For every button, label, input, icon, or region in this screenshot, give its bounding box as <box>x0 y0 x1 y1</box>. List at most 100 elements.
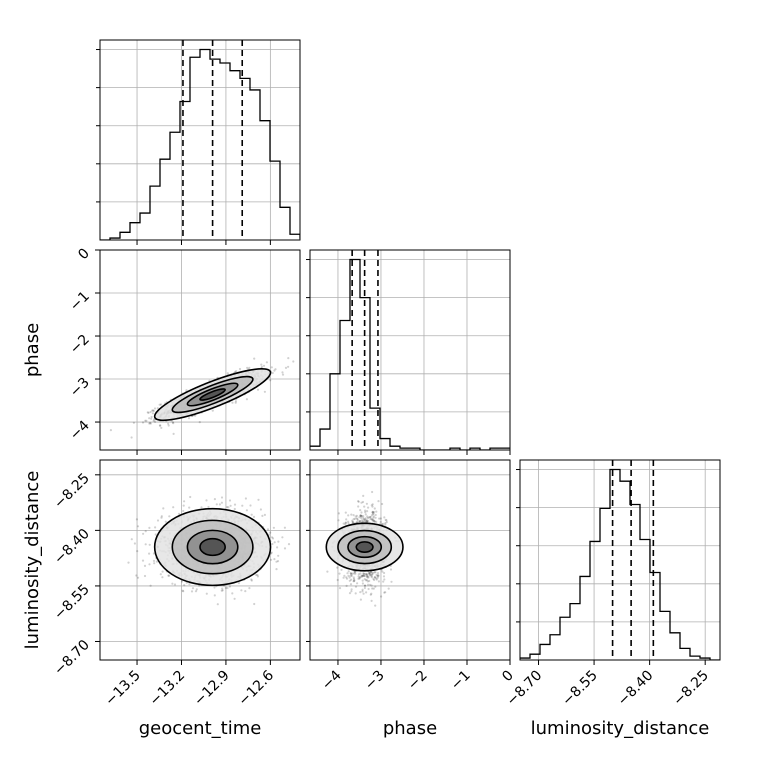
contour-level-4 <box>199 537 226 557</box>
sample-point <box>363 518 366 521</box>
sample-point <box>154 420 157 423</box>
sample-point <box>248 366 251 369</box>
sample-point <box>372 577 375 581</box>
sample-point <box>270 558 273 561</box>
sample-point <box>356 517 359 521</box>
sample-point <box>372 516 375 519</box>
x-tick-label-luminosity-distance: −8.55 <box>559 668 601 710</box>
sample-point <box>372 520 375 523</box>
sample-point <box>364 517 367 520</box>
sample-point <box>354 585 358 588</box>
sample-point <box>354 515 357 518</box>
sample-point <box>248 587 251 590</box>
sample-point <box>352 580 355 583</box>
sample-point <box>167 574 170 577</box>
sample-point <box>362 516 365 520</box>
sample-point <box>292 360 295 363</box>
sample-point <box>187 417 191 420</box>
contour-level-1 <box>325 522 404 572</box>
sample-point <box>273 558 276 561</box>
sample-point <box>148 526 151 530</box>
sample-point <box>357 575 360 578</box>
sample-point <box>361 520 365 524</box>
sample-point <box>213 498 216 501</box>
sample-point <box>368 579 371 583</box>
sample-point <box>226 372 229 375</box>
sample-point <box>370 575 373 578</box>
sample-point <box>360 515 363 518</box>
sample-point <box>149 410 152 414</box>
sample-point <box>183 500 186 503</box>
sample-point <box>350 578 353 581</box>
sample-point <box>171 582 174 585</box>
sample-point <box>172 432 175 435</box>
sample-point <box>224 586 227 590</box>
sample-point <box>151 409 154 412</box>
sample-point <box>235 370 238 373</box>
sample-point <box>365 575 369 578</box>
y-tick-label-luminosity-distance: −8.55 <box>51 581 93 623</box>
sample-point <box>228 499 232 502</box>
sample-point <box>159 403 163 406</box>
sample-point <box>359 514 362 517</box>
sample-point <box>221 587 224 590</box>
sample-point <box>375 578 378 581</box>
sample-point <box>213 586 216 589</box>
sample-point <box>384 522 387 525</box>
sample-point <box>162 507 165 510</box>
sample-point <box>240 589 243 592</box>
sample-point <box>361 520 364 523</box>
sample-point <box>200 506 203 509</box>
sample-point <box>148 543 151 546</box>
sample-point <box>338 587 342 590</box>
sample-point <box>353 517 356 521</box>
sample-point <box>384 518 387 522</box>
density-level-4 <box>200 388 226 401</box>
sample-point <box>358 576 361 579</box>
contour-level-4 <box>199 388 226 401</box>
sample-point <box>253 602 256 606</box>
sample-point <box>368 571 371 575</box>
sample-point <box>367 572 370 575</box>
sample-point <box>350 513 353 516</box>
sample-point <box>355 517 358 520</box>
y-axis-label-phase: phase <box>22 323 43 377</box>
sample-point <box>365 579 368 582</box>
sample-point <box>211 409 214 412</box>
panel-frame <box>99 459 301 661</box>
sample-point <box>256 575 259 578</box>
sample-point <box>377 500 380 503</box>
sample-point <box>372 587 375 590</box>
sample-point <box>345 521 348 524</box>
sample-point <box>369 515 372 519</box>
sample-point <box>281 373 285 376</box>
sample-point <box>270 366 273 369</box>
joint-panel-geocent-time-vs-phase <box>99 249 301 451</box>
sample-point <box>385 521 388 524</box>
sample-point <box>383 571 386 575</box>
sample-point <box>172 506 175 509</box>
sample-point <box>350 572 353 575</box>
sample-point <box>363 574 366 578</box>
sample-point <box>153 562 156 565</box>
sample-point <box>359 514 362 517</box>
sample-point <box>369 574 372 577</box>
sample-point <box>260 363 263 366</box>
sample-point <box>353 572 356 575</box>
x-tick-label-luminosity-distance: −8.40 <box>615 668 657 710</box>
sample-point <box>160 516 163 519</box>
sample-point <box>147 411 150 414</box>
y-tick-label-phase: −4 <box>67 417 93 443</box>
sample-point <box>371 511 374 514</box>
sample-point <box>361 519 364 522</box>
sample-point <box>366 519 369 522</box>
histogram-luminosity-distance <box>520 468 720 660</box>
sample-point <box>350 573 353 576</box>
sample-point <box>365 574 368 577</box>
sample-point <box>132 421 135 424</box>
sample-point <box>149 422 152 425</box>
density-layer <box>325 522 404 572</box>
sample-point <box>360 574 363 577</box>
sample-point <box>245 509 248 512</box>
sample-point <box>172 422 175 425</box>
